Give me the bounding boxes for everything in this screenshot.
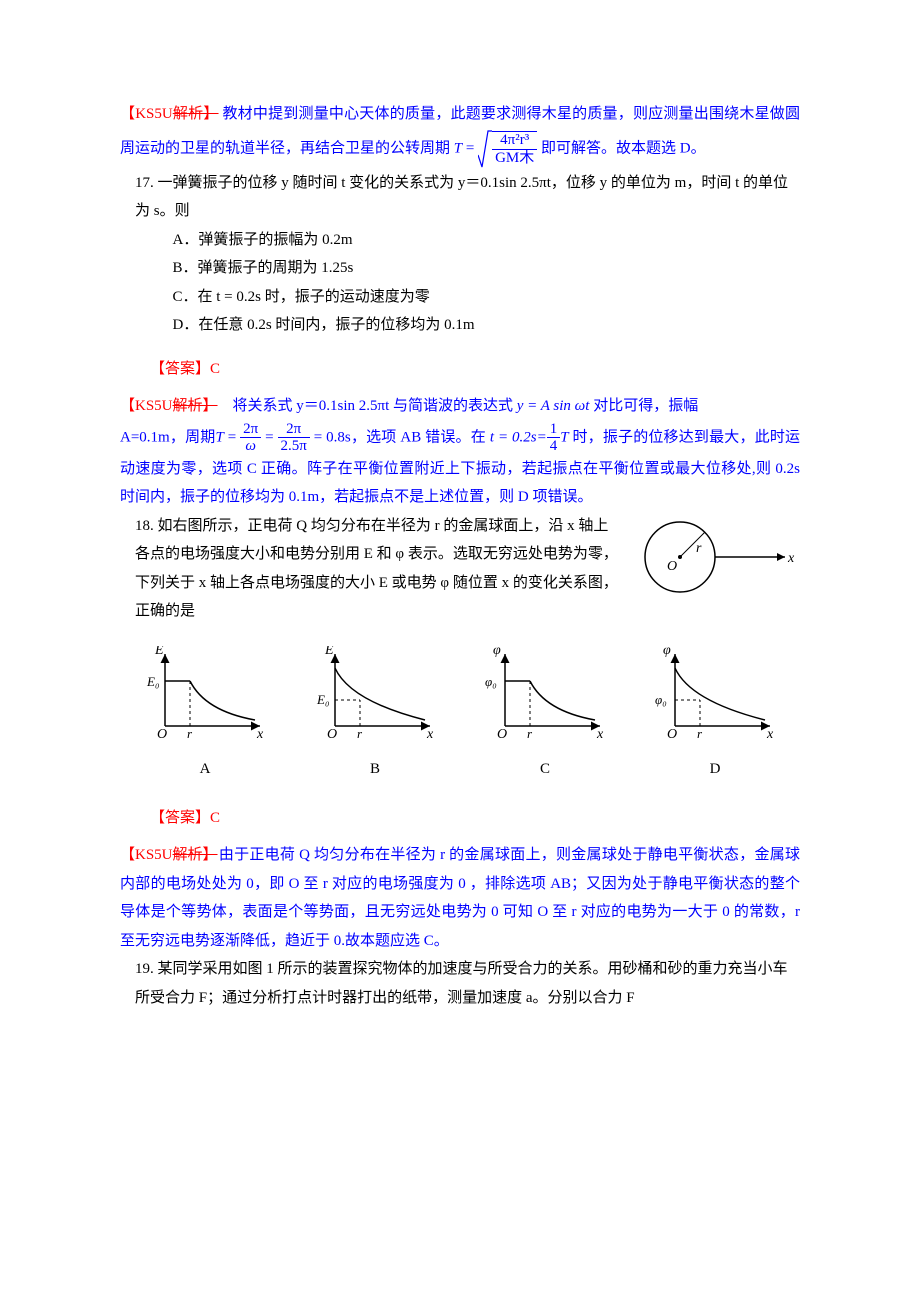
- q17-frac3-num: 1: [547, 421, 561, 439]
- q19-num: 19.: [135, 961, 154, 977]
- svg-text:O: O: [157, 727, 167, 741]
- q17-an-1b: 对比可得，振幅: [589, 398, 698, 414]
- svg-text:r: r: [357, 726, 363, 741]
- q17-T: T: [215, 429, 223, 445]
- q18-stem: 如右图所示，正电荷 Q 均匀分布在半径为 r 的金属球面上，沿 x 轴上各点的电…: [135, 518, 618, 620]
- svg-text:x: x: [596, 727, 604, 741]
- svg-text:r: r: [697, 726, 703, 741]
- circle-o-label: O: [667, 559, 677, 574]
- q17-frac2-num: 2π: [278, 421, 310, 439]
- q16-analysis-b: 即可解答。故本题选 D。: [541, 140, 706, 156]
- q19-stem: 某同学采用如图 1 所示的装置探究物体的加速度与所受合力的关系。用砂桶和砂的重力…: [135, 961, 788, 1006]
- ks5u-tag-18: 【KS5U: [120, 847, 173, 863]
- q17-stem: 一弹簧振子的位移 y 随时间 t 变化的关系式为 y＝0.1sin 2.5πt，…: [135, 175, 788, 220]
- svg-text:O: O: [497, 727, 507, 741]
- q16-formula-T: T: [454, 140, 462, 156]
- q17-opt-d: D．在任意 0.2s 时间内，振子的位移均为 0.1m: [173, 311, 801, 340]
- svg-text:E: E: [154, 646, 164, 658]
- q17-answer: 【答案】C: [150, 355, 800, 384]
- chart-d: φ x O φ₀ r: [655, 646, 775, 741]
- q17-eq1: =: [224, 429, 240, 445]
- svg-text:O: O: [327, 727, 337, 741]
- circle-x-label: x: [787, 551, 795, 566]
- q17-an-1a: 将关系式 y＝0.1sin 2.5πt 与简谐波的表达式: [233, 398, 517, 414]
- svg-text:E₀: E₀: [316, 692, 329, 707]
- q17-frac1-den: ω: [240, 438, 261, 455]
- ks5u-tag-17: 【KS5U: [120, 398, 173, 414]
- q17-an-2a: A=0.1m，周期: [120, 429, 215, 445]
- analysis-tag-rest-18: 解析】: [173, 847, 218, 863]
- chart-c: φ x O φ₀ r: [485, 646, 605, 741]
- q16-formula-eq: =: [462, 140, 478, 156]
- q17-Tlabel: T: [560, 429, 568, 445]
- analysis-tag-rest: 解析】: [173, 106, 219, 122]
- sqrt-icon: [478, 129, 492, 169]
- svg-text:E: E: [324, 646, 334, 658]
- analysis-tag-rest-17: 解析】: [173, 398, 218, 414]
- q17-frac1-num: 2π: [240, 421, 261, 439]
- svg-text:x: x: [766, 727, 774, 741]
- q17-an-2b: ，选项 AB 错误。在: [351, 429, 490, 445]
- chart-b-label: B: [315, 755, 435, 784]
- svg-text:r: r: [527, 726, 533, 741]
- svg-text:r: r: [187, 726, 193, 741]
- svg-text:O: O: [667, 727, 677, 741]
- svg-text:x: x: [256, 727, 264, 741]
- q16-num: 4π²r³: [492, 132, 537, 150]
- circle-r-label: r: [696, 541, 702, 556]
- q17-opt-c: C．在 t = 0.2s 时，振子的运动速度为零: [173, 283, 801, 312]
- q17-opt-a: A．弹簧振子的振幅为 0.2m: [173, 226, 801, 255]
- chart-b: E x O E₀ r: [315, 646, 435, 741]
- q17-eq3: = 0.8s: [310, 429, 351, 445]
- svg-text:E₀: E₀: [146, 674, 159, 689]
- q17-t02: t = 0.2s=: [490, 429, 547, 445]
- q17-num: 17.: [135, 175, 154, 191]
- svg-text:φ: φ: [663, 646, 671, 658]
- svg-text:φ₀: φ₀: [485, 674, 497, 689]
- q18-circle-diagram: r O x: [630, 512, 800, 613]
- chart-c-label: C: [485, 755, 605, 784]
- chart-a: E x O E₀ r: [145, 646, 265, 741]
- ks5u-tag: 【KS5U: [120, 106, 173, 122]
- q17-eq2: =: [261, 429, 277, 445]
- svg-text:x: x: [426, 727, 434, 741]
- q16-den: GM木: [492, 150, 537, 167]
- q17-frac3-den: 4: [547, 438, 561, 455]
- q18-num: 18.: [135, 518, 154, 534]
- svg-text:φ: φ: [493, 646, 501, 658]
- q17-an-formula: y = A sin ωt: [517, 398, 590, 414]
- chart-a-label: A: [145, 755, 265, 784]
- q18-answer: 【答案】C: [150, 804, 800, 833]
- q17-frac2-den: 2.5π: [278, 438, 310, 455]
- chart-d-label: D: [655, 755, 775, 784]
- svg-text:φ₀: φ₀: [655, 692, 667, 707]
- q17-opt-b: B．弹簧振子的周期为 1.25s: [173, 254, 801, 283]
- q18-analysis: 由于正电荷 Q 均匀分布在半径为 r 的金属球面上，则金属球处于静电平衡状态，金…: [120, 847, 800, 949]
